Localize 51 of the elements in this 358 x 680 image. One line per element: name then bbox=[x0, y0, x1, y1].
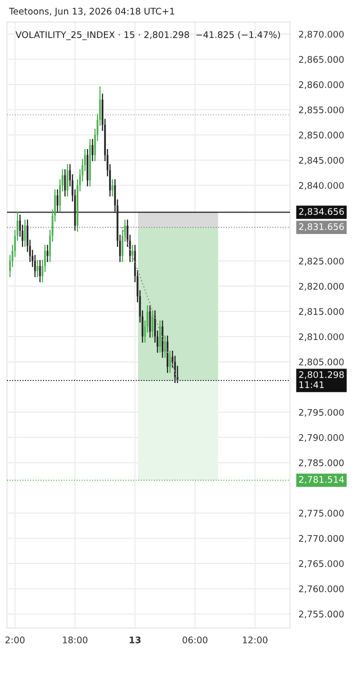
candlestick bbox=[36, 259, 38, 278]
candlestick bbox=[46, 244, 48, 263]
candlestick bbox=[164, 335, 166, 358]
candlestick bbox=[86, 148, 88, 187]
y-tick-label: 2,765.000 bbox=[298, 560, 344, 568]
candlestick bbox=[149, 304, 151, 338]
y-tick-label: 2,840.000 bbox=[298, 182, 344, 190]
y-tick-label: 2,770.000 bbox=[298, 534, 344, 543]
candlestick bbox=[56, 188, 58, 212]
ref-line-label: 2,801.298 11:41 bbox=[299, 371, 344, 388]
y-tick-label: 2,760.000 bbox=[298, 585, 344, 594]
y-tick-label: 2,845.000 bbox=[298, 156, 344, 165]
ref-line-label: 2,781.514 bbox=[299, 476, 344, 484]
y-tick-label: 2,785.000 bbox=[298, 459, 344, 468]
chart-title: Teetoons, Jun 13, 2026 04:18 UTC+1 bbox=[8, 8, 174, 16]
candlestick bbox=[34, 254, 36, 278]
candlestick bbox=[92, 138, 94, 162]
y-tick-label: 2,865.000 bbox=[298, 56, 344, 64]
candlestick bbox=[169, 350, 171, 374]
y-tick-label: 2,860.000 bbox=[298, 81, 344, 89]
x-tick-label: 2:00 bbox=[6, 636, 25, 644]
candlestick bbox=[39, 259, 41, 283]
candlestick bbox=[64, 168, 66, 197]
ref-line-label: 2,834.656 bbox=[299, 208, 344, 216]
candlestick bbox=[132, 244, 134, 263]
ref-line-label: 2,831.656 bbox=[299, 223, 344, 231]
y-tick-label: 2,825.000 bbox=[298, 258, 344, 266]
candlestick bbox=[66, 164, 68, 197]
candlestick bbox=[24, 219, 26, 248]
y-tick-label: 2,795.000 bbox=[298, 408, 344, 417]
y-tick-label: 2,850.000 bbox=[298, 132, 344, 140]
text: VOLATILITY_25_INDEX · 15 · 2,801.298 −41.825 (−1.47%) bbox=[16, 31, 280, 40]
candlestick bbox=[159, 320, 161, 354]
y-tick-label: 2,810.000 bbox=[298, 333, 344, 342]
y-tick-label: 2,790.000 bbox=[298, 434, 344, 442]
y-tick-label: 2,870.000 bbox=[298, 30, 344, 39]
y-tick-label: 2,775.000 bbox=[298, 510, 344, 518]
candlestick bbox=[162, 320, 164, 358]
y-tick-label: 2,815.000 bbox=[298, 308, 344, 316]
x-tick-label: 06:00 bbox=[182, 636, 208, 644]
y-tick-label: 2,805.000 bbox=[298, 358, 344, 366]
y-tick-label: 2,820.000 bbox=[298, 282, 344, 291]
x-tick-label: 12:00 bbox=[242, 636, 268, 644]
x-tick-label: 13 bbox=[130, 636, 141, 644]
y-tick-label: 2,855.000 bbox=[298, 106, 344, 114]
candlestick bbox=[152, 310, 154, 338]
candlestick bbox=[166, 335, 168, 374]
candlestick bbox=[89, 138, 91, 187]
candlestick bbox=[112, 178, 114, 197]
x-tick-label: 18:00 bbox=[62, 636, 88, 644]
y-tick-label: 2,755.000 bbox=[298, 610, 344, 618]
